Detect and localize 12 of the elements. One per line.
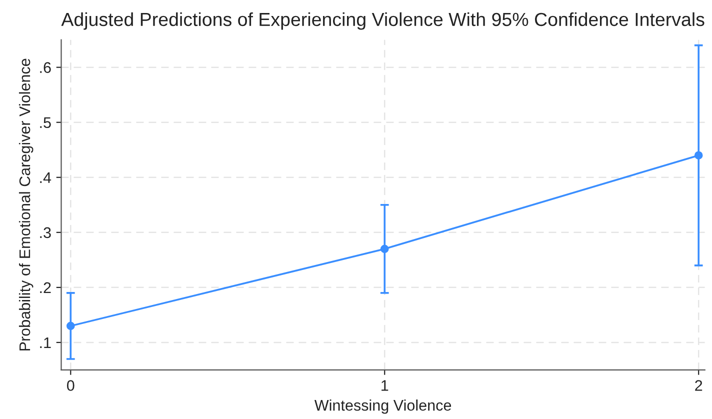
y-tick-label: .5 [40, 117, 51, 128]
chart-title: Adjusted Predictions of Experiencing Violence With 95% Confidence Intervals [61, 12, 704, 30]
y-tick-label: .2 [40, 282, 51, 293]
y-tick-label: .6 [40, 62, 51, 74]
y-tick-label: .1 [40, 337, 51, 348]
y-axis-title: Probability of Emotional Caregiver Violence [18, 58, 34, 350]
x-tick-label: 0 [67, 380, 74, 391]
y-tick-label: .3 [40, 227, 51, 238]
y-tick-label: .4 [40, 172, 52, 183]
x-axis-title: Wintessing Violence [314, 399, 452, 414]
x-tick-label: 1 [382, 380, 388, 391]
x-tick-label: 2 [695, 380, 702, 391]
